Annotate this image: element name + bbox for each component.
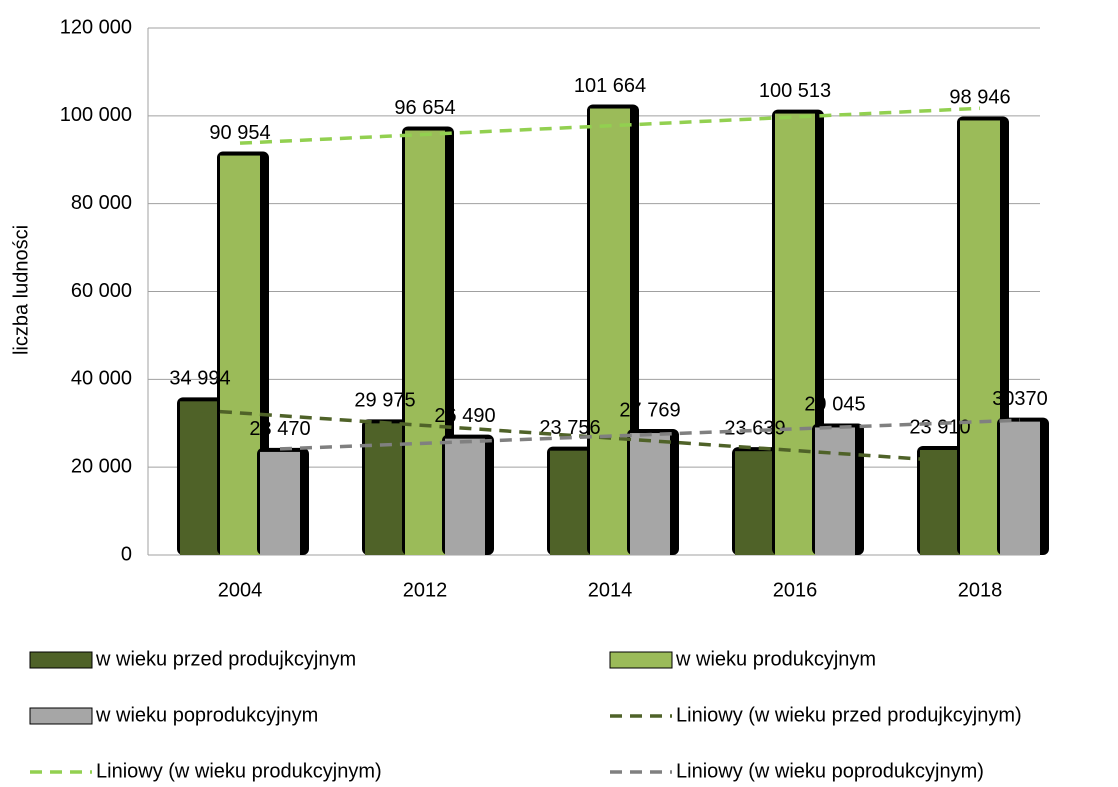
y-tick-label: 80 000 bbox=[71, 192, 132, 214]
trendline bbox=[239, 106, 981, 145]
bar bbox=[550, 450, 590, 555]
y-tick-label: 40 000 bbox=[71, 368, 132, 390]
data-label: 98 946 bbox=[949, 87, 1010, 109]
data-label: 23 910 bbox=[909, 416, 970, 438]
data-label: 23 756 bbox=[539, 417, 600, 439]
bar bbox=[405, 130, 445, 556]
x-tick-label: 2014 bbox=[588, 579, 633, 601]
data-label: 27 769 bbox=[619, 399, 680, 421]
data-label: 100 513 bbox=[759, 80, 831, 102]
bar bbox=[445, 438, 485, 555]
y-axis-label: liczba ludności bbox=[10, 225, 32, 355]
x-tick-label: 2004 bbox=[218, 579, 263, 601]
data-label: 34 994 bbox=[169, 368, 230, 390]
y-tick-label: 100 000 bbox=[60, 104, 132, 126]
bar bbox=[1000, 421, 1040, 555]
x-tick-label: 2018 bbox=[958, 579, 1003, 601]
bar bbox=[180, 401, 220, 555]
bar bbox=[220, 155, 260, 555]
data-label: 26 490 bbox=[434, 405, 495, 427]
data-label: 29 975 bbox=[354, 390, 415, 412]
bar bbox=[590, 108, 630, 555]
data-label: 29 045 bbox=[804, 394, 865, 416]
legend-swatch bbox=[29, 707, 93, 725]
bar bbox=[630, 433, 670, 555]
legend-label: Liniowy (w wieku poprodukcyjnym) bbox=[676, 760, 984, 782]
data-label: 101 664 bbox=[574, 75, 646, 97]
y-tick-label: 120 000 bbox=[60, 16, 132, 38]
data-label: 23 470 bbox=[249, 418, 310, 440]
legend-label: Liniowy (w wieku przed produjkcyjnym) bbox=[676, 704, 1022, 726]
x-tick-label: 2012 bbox=[403, 579, 448, 601]
bar bbox=[920, 449, 960, 555]
legend-swatch bbox=[29, 651, 93, 669]
legend-label: w wieku przed produjkcyjnym bbox=[95, 648, 356, 670]
legend-swatch bbox=[609, 651, 673, 669]
x-tick-label: 2016 bbox=[773, 579, 818, 601]
y-tick-label: 0 bbox=[121, 543, 132, 565]
data-label: 23 639 bbox=[724, 417, 785, 439]
legend-label: w wieku produkcyjnym bbox=[675, 648, 876, 670]
bar bbox=[260, 451, 300, 555]
data-label: 96 654 bbox=[394, 97, 455, 119]
trendline bbox=[199, 408, 941, 463]
legend-label: w wieku poprodukcyjnym bbox=[95, 704, 318, 726]
bar bbox=[815, 427, 855, 555]
bar bbox=[960, 120, 1000, 555]
data-label: 30370 bbox=[992, 388, 1048, 410]
bar bbox=[735, 451, 775, 555]
legend-label: Liniowy (w wieku produkcyjnym) bbox=[96, 760, 382, 782]
bar bbox=[775, 113, 815, 555]
data-label: 90 954 bbox=[209, 122, 270, 144]
y-tick-label: 20 000 bbox=[71, 455, 132, 477]
y-tick-label: 60 000 bbox=[71, 280, 132, 302]
trendline bbox=[279, 418, 1021, 451]
